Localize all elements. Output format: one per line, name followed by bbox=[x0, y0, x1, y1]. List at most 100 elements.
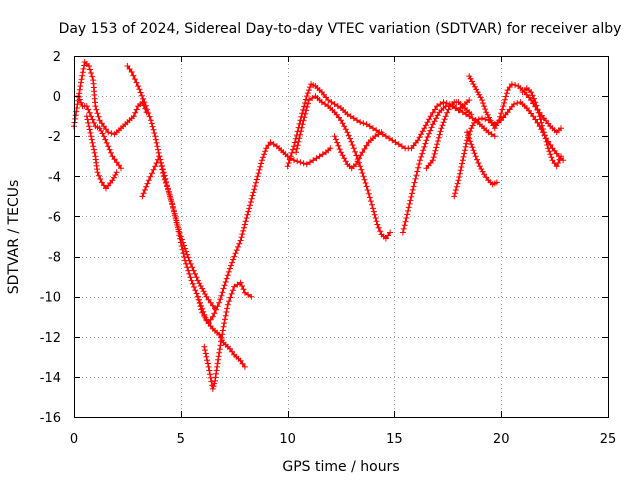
data-point-marker bbox=[305, 100, 311, 107]
data-point-marker bbox=[289, 146, 296, 153]
data-point-marker bbox=[130, 72, 137, 79]
data-point-marker bbox=[371, 211, 378, 218]
data-point-marker bbox=[133, 79, 140, 86]
series-line bbox=[141, 155, 246, 368]
data-point-marker bbox=[174, 221, 181, 228]
data-point-marker bbox=[86, 63, 92, 69]
data-point-marker bbox=[220, 323, 227, 330]
data-point-marker bbox=[137, 89, 144, 96]
data-point-marker bbox=[95, 113, 102, 120]
data-point-marker bbox=[540, 126, 547, 132]
data-point-marker bbox=[160, 173, 167, 180]
data-point-marker bbox=[358, 166, 365, 173]
data-point-marker bbox=[475, 116, 482, 123]
data-point-marker bbox=[362, 180, 369, 186]
series-trace-11 bbox=[399, 97, 473, 236]
data-point-marker bbox=[375, 224, 382, 231]
data-point-marker bbox=[405, 204, 412, 211]
data-point-marker bbox=[466, 135, 473, 142]
data-point-marker bbox=[199, 309, 206, 316]
y-tick-label: 2 bbox=[53, 50, 61, 65]
data-point-marker bbox=[251, 186, 258, 193]
data-point-marker bbox=[118, 165, 124, 172]
data-point-marker bbox=[203, 353, 210, 360]
data-point-marker bbox=[298, 113, 305, 120]
data-point-marker bbox=[467, 138, 474, 145]
data-point-marker bbox=[135, 83, 142, 90]
data-point-marker bbox=[211, 380, 218, 387]
series-line bbox=[73, 61, 148, 135]
data-point-marker bbox=[327, 145, 334, 152]
data-point-marker bbox=[532, 116, 539, 123]
x-tick-label: 15 bbox=[386, 432, 403, 447]
data-point-marker bbox=[285, 160, 292, 166]
data-point-marker bbox=[133, 106, 140, 113]
data-point-marker bbox=[86, 109, 93, 116]
data-point-marker bbox=[219, 289, 226, 296]
data-point-marker bbox=[132, 109, 139, 116]
series-trace-1 bbox=[71, 59, 150, 138]
data-point-marker bbox=[298, 128, 304, 135]
data-point-marker bbox=[159, 166, 166, 173]
data-point-marker bbox=[452, 105, 459, 112]
y-tick-label: -10 bbox=[40, 291, 61, 306]
data-point-marker bbox=[193, 290, 200, 297]
series-line bbox=[466, 131, 498, 186]
data-point-marker bbox=[352, 148, 359, 155]
data-point-marker bbox=[190, 267, 197, 274]
data-point-marker bbox=[194, 277, 201, 284]
x-tick-label: 25 bbox=[600, 432, 617, 447]
data-point-marker bbox=[418, 153, 425, 160]
data-point-marker bbox=[230, 256, 237, 263]
data-point-marker bbox=[365, 190, 372, 197]
data-point-marker bbox=[378, 129, 385, 136]
data-point-marker bbox=[439, 122, 446, 129]
x-tick-label: 5 bbox=[177, 432, 185, 447]
data-point-marker bbox=[370, 205, 376, 212]
data-point-marker bbox=[316, 153, 323, 160]
data-point-marker bbox=[500, 103, 507, 110]
series-trace-6 bbox=[201, 279, 255, 392]
data-point-marker bbox=[157, 160, 164, 166]
data-point-marker bbox=[234, 281, 241, 288]
data-point-marker bbox=[152, 136, 159, 143]
data-point-marker bbox=[241, 363, 248, 370]
data-point-marker bbox=[253, 179, 259, 186]
data-point-marker bbox=[196, 280, 203, 287]
series-trace-14 bbox=[464, 129, 500, 188]
data-point-marker bbox=[398, 143, 405, 150]
data-point-marker bbox=[400, 225, 407, 232]
data-point-marker bbox=[225, 268, 232, 275]
data-point-marker bbox=[216, 349, 223, 356]
data-point-marker bbox=[178, 243, 185, 250]
data-point-marker bbox=[444, 109, 451, 116]
data-point-marker bbox=[108, 130, 115, 137]
data-point-marker bbox=[216, 299, 223, 306]
data-point-marker bbox=[483, 109, 490, 116]
series-trace-4 bbox=[124, 63, 218, 312]
data-point-marker bbox=[345, 132, 352, 139]
data-point-marker bbox=[130, 113, 137, 120]
data-point-marker bbox=[498, 110, 505, 117]
data-point-marker bbox=[481, 103, 488, 110]
data-point-marker bbox=[406, 200, 413, 207]
data-point-marker bbox=[182, 257, 189, 264]
data-point-marker bbox=[231, 253, 238, 260]
data-point-marker bbox=[157, 156, 164, 163]
data-point-marker bbox=[221, 316, 228, 323]
data-point-marker bbox=[146, 113, 153, 120]
data-point-marker bbox=[85, 119, 92, 126]
data-point-marker bbox=[113, 169, 120, 176]
data-point-marker bbox=[313, 155, 320, 162]
y-tick-label: -6 bbox=[48, 210, 61, 225]
data-point-marker bbox=[79, 72, 86, 79]
data-point-marker bbox=[196, 300, 203, 307]
data-point-marker bbox=[149, 123, 156, 130]
data-point-marker bbox=[143, 183, 150, 190]
data-point-marker bbox=[372, 133, 379, 140]
data-point-marker bbox=[546, 148, 553, 155]
data-point-marker bbox=[469, 78, 475, 85]
data-point-marker bbox=[347, 135, 353, 142]
data-point-marker bbox=[105, 143, 112, 150]
data-point-marker bbox=[167, 193, 174, 200]
